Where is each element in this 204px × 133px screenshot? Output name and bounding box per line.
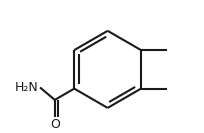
Text: H₂N: H₂N xyxy=(15,81,39,94)
Text: O: O xyxy=(50,118,59,131)
